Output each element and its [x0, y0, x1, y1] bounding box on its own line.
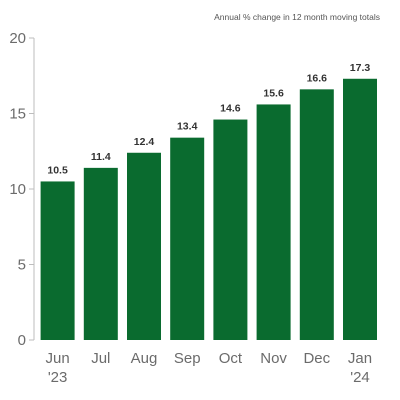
data-label: 11.4	[91, 151, 111, 163]
bar	[127, 152, 161, 340]
y-tick-label: 5	[18, 257, 26, 274]
data-label: 14.6	[220, 103, 241, 115]
data-labels: 10.5 11.4 12.4 13.4 14.6 15.6 16.6 17.3	[47, 62, 370, 177]
x-tick-label: Jun	[46, 350, 70, 367]
x-tick-label: Jan	[348, 350, 372, 367]
x-tick-label: Jul	[91, 350, 110, 367]
x-axis-labels: Jun '23 Jul Aug Sep Oct Nov Dec Jan '24	[46, 350, 373, 386]
data-label: 12.4	[134, 136, 155, 148]
x-tick-label: Dec	[303, 350, 330, 367]
bar	[256, 104, 291, 340]
bar	[40, 181, 75, 340]
bar	[213, 119, 248, 340]
data-label: 15.6	[263, 87, 284, 99]
y-tick-label: 0	[18, 332, 26, 349]
x-tick-label: Oct	[219, 350, 243, 367]
y-tick-label: 10	[9, 181, 26, 198]
x-tick-label: Nov	[260, 350, 287, 367]
data-label: 10.5	[47, 164, 68, 176]
y-axis: 0 5 10 15 20	[9, 30, 35, 349]
data-label: 13.4	[177, 121, 198, 133]
data-label: 17.3	[350, 62, 371, 74]
bar	[83, 167, 118, 340]
bar	[299, 89, 334, 340]
bars	[40, 78, 377, 341]
x-tick-label: '23	[48, 369, 68, 386]
x-tick-label: '24	[350, 369, 370, 386]
chart-subtitle: Annual % change in 12 month moving total…	[214, 12, 380, 22]
data-label: 16.6	[307, 72, 328, 84]
y-tick-label: 20	[9, 30, 26, 47]
bar	[170, 137, 205, 340]
bar	[343, 78, 377, 341]
y-tick-label: 15	[9, 106, 26, 123]
x-tick-label: Sep	[174, 350, 201, 367]
x-tick-label: Aug	[131, 350, 158, 367]
